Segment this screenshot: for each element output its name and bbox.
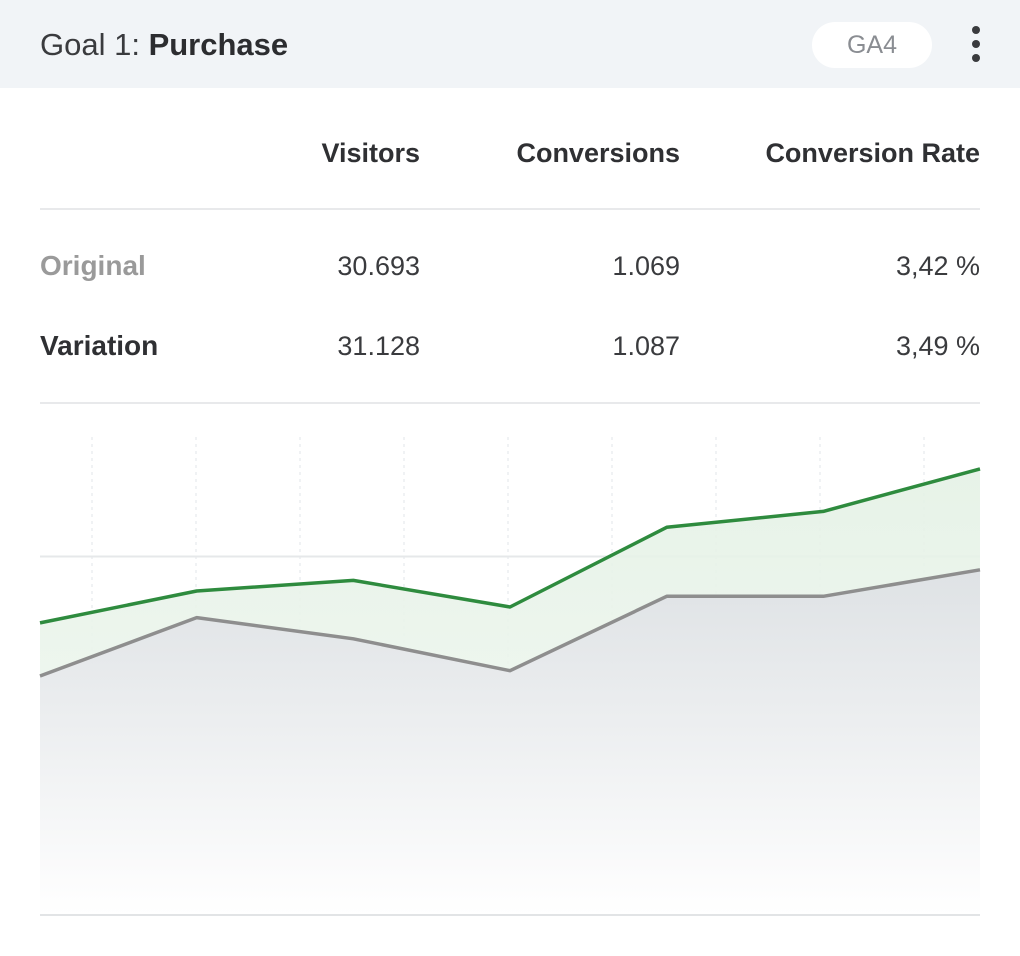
original-visitors: 30.693 bbox=[337, 251, 420, 281]
ga4-badge: GA4 bbox=[812, 22, 932, 68]
goal-number: Goal 1: bbox=[40, 27, 149, 62]
original-area bbox=[40, 569, 980, 915]
menu-dot bbox=[972, 40, 980, 48]
goal-header: Goal 1: Purchase GA4 bbox=[0, 0, 1020, 88]
goal-name: Purchase bbox=[148, 27, 289, 62]
menu-dot bbox=[972, 26, 980, 34]
column-header-conversions: Conversions bbox=[516, 138, 680, 168]
goal-title: Goal 1: Purchase bbox=[40, 26, 288, 64]
chart-divider bbox=[40, 402, 980, 404]
original-conversion-rate: 3,42 % bbox=[895, 251, 980, 281]
row-label-variation: Variation bbox=[40, 330, 159, 361]
column-header-visitors: Visitors bbox=[321, 138, 420, 168]
variation-visitors: 31.128 bbox=[337, 331, 420, 361]
more-vertical-icon[interactable] bbox=[960, 22, 992, 66]
original-conversions: 1.069 bbox=[612, 251, 680, 281]
column-header-conversion-rate: Conversion Rate bbox=[765, 138, 980, 168]
variation-conversions: 1.087 bbox=[612, 331, 680, 361]
conversion-chart bbox=[39, 437, 981, 916]
table-divider bbox=[40, 208, 980, 210]
variation-series-line bbox=[39, 467, 981, 625]
row-label-original: Original bbox=[40, 250, 146, 281]
menu-dot bbox=[972, 54, 980, 62]
variation-conversion-rate: 3,49 % bbox=[895, 331, 980, 361]
original-series-line bbox=[39, 568, 981, 678]
